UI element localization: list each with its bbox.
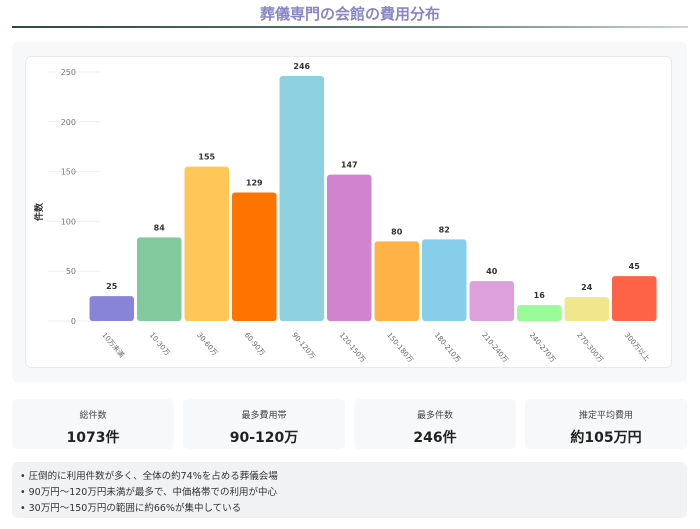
bar-value-label: 40 [486, 267, 498, 276]
bar-value-label: 84 [154, 223, 166, 232]
bar-value-label: 16 [534, 291, 546, 300]
stat-value: 1073件 [66, 430, 120, 446]
x-tick-label: 240-270万 [528, 331, 557, 364]
stat-label: 最多費用帯 [241, 411, 287, 421]
bar [374, 241, 419, 321]
bar [279, 75, 324, 321]
bar [137, 237, 182, 321]
x-tick-label: 10万未満 [100, 331, 126, 360]
x-tick-label: 300万以上 [623, 331, 652, 363]
stat-value: 90-120万 [229, 430, 299, 446]
notes-box: • 圧倒的に利用件数が多く、全体の約74%を占める葬儀会場 • 90万円〜120… [12, 462, 687, 518]
x-tick-label: 210-240万 [480, 331, 509, 364]
x-tick-label: 10-30万 [148, 331, 172, 357]
y-tick-label: 50 [66, 267, 76, 276]
bar-value-label: 246 [293, 62, 310, 71]
bar-value-label: 147 [341, 161, 358, 170]
bar-value-label: 80 [391, 227, 403, 236]
x-tick-label: 120-150万 [338, 331, 367, 364]
bar-value-label: 155 [198, 153, 215, 162]
stat-label: 推定平均費用 [578, 411, 633, 421]
y-tick-label: 250 [61, 68, 76, 77]
bar-value-label: 129 [246, 179, 263, 188]
bar [469, 281, 514, 321]
x-tick-label: 150-180万 [385, 331, 414, 364]
y-axis-label: 件数 [33, 202, 45, 221]
bar-value-label: 24 [581, 283, 593, 292]
note-item: • 30万円〜150万円の範囲に約66%が集中している [20, 503, 242, 514]
x-tick-label: 60-90万 [243, 331, 267, 357]
bar [422, 239, 467, 321]
x-tick-label: 270-300万 [575, 331, 604, 364]
x-tick-label: 180-210万 [433, 331, 462, 364]
stat-card-top-range: 最多費用帯 90-120万 [183, 399, 345, 449]
bar [232, 192, 277, 321]
note-item: • 90万円〜120万円未満が最多で、中価格帯での利用が中心 [20, 487, 277, 498]
bar-chart: 0 50 100 150 200 250 件数 25 10万未満 84 10-30万 155 30-60… [33, 62, 657, 364]
y-tick-label: 150 [61, 168, 76, 177]
bar [612, 276, 657, 321]
note-item: • 圧倒的に利用件数が多く、全体の約74%を占める葬儀会場 [20, 471, 278, 482]
bar [327, 174, 372, 321]
stat-card-average: 推定平均費用 約105万円 [525, 399, 687, 449]
y-tick-label: 200 [61, 118, 76, 127]
bar [184, 166, 229, 321]
bar [564, 297, 609, 321]
bar-value-label: 25 [106, 282, 118, 291]
page-title: 葬儀専門の会館の費用分布 [259, 5, 440, 23]
y-tick-label: 100 [61, 217, 76, 226]
x-tick-label: 90-120万 [290, 331, 317, 361]
bar [89, 296, 134, 321]
x-tick-label: 30-60万 [195, 331, 219, 357]
y-tick-label: 0 [71, 317, 76, 326]
bar-value-label: 82 [439, 225, 450, 234]
bar [517, 305, 562, 321]
stat-card-top-count: 最多件数 246件 [354, 399, 516, 449]
stat-label: 総件数 [79, 411, 107, 421]
bar-value-label: 45 [629, 262, 641, 271]
stat-value: 約105万円 [570, 430, 642, 446]
stat-value: 246件 [413, 430, 457, 446]
title-divider [12, 26, 688, 28]
stat-card-total: 総件数 1073件 [12, 399, 174, 449]
stat-label: 最多件数 [416, 411, 453, 421]
